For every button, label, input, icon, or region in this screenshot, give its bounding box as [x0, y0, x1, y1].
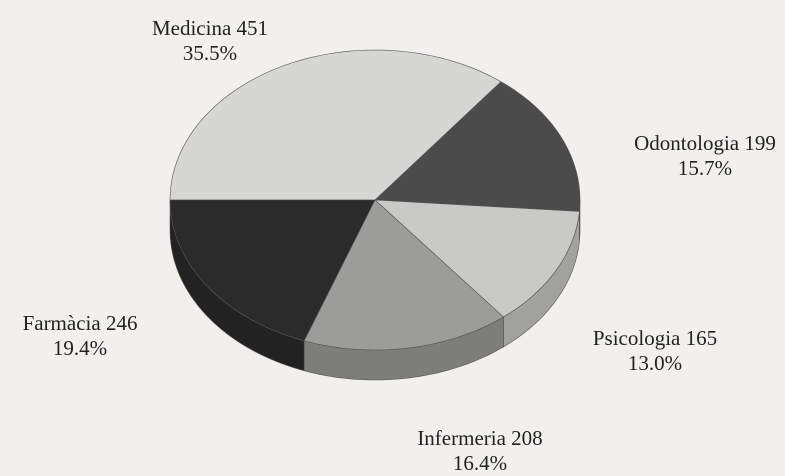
category-name: Odontologia: [634, 131, 740, 155]
slice-label: Psicologia 165: [593, 326, 717, 350]
slice: [169, 199, 376, 342]
slice-label: Medicina 451: [152, 16, 268, 40]
slice-label: Odontologia 199: [634, 131, 776, 155]
category-name: Psicologia: [593, 326, 681, 350]
percentage-label: 35.5%: [183, 41, 237, 65]
value-label: 165: [686, 326, 718, 350]
slice-label: Farmàcia 246: [23, 311, 138, 335]
value-label: 451: [237, 16, 269, 40]
slice: [303, 199, 504, 351]
value-label: 208: [511, 426, 543, 450]
category-name: Medicina: [152, 16, 232, 40]
slice: [374, 81, 581, 212]
percentage-label: 19.4%: [53, 336, 107, 360]
slice: [374, 199, 580, 318]
slice-label: Infermeria 208: [417, 426, 542, 450]
value-label: 199: [744, 131, 776, 155]
percentage-label: 15.7%: [678, 156, 732, 180]
percentage-label: 13.0%: [628, 351, 682, 375]
category-name: Infermeria: [417, 426, 506, 450]
value-label: 246: [106, 311, 138, 335]
slice: [169, 49, 502, 201]
category-name: Farmàcia: [23, 311, 102, 335]
percentage-label: 16.4%: [453, 451, 507, 475]
